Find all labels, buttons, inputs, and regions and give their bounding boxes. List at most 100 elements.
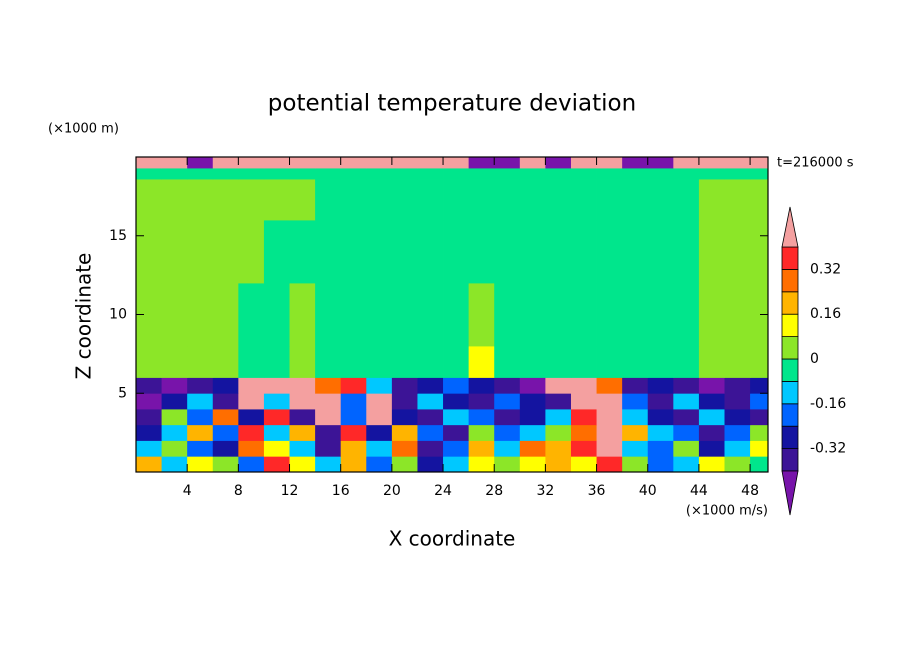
field-cell [750, 346, 768, 378]
field-cell [238, 456, 265, 472]
x-axis-label: X coordinate [389, 527, 516, 551]
field-cell [724, 409, 751, 426]
field-cell [519, 346, 546, 378]
field-cell [187, 456, 214, 472]
field-cell [673, 283, 700, 347]
field-cell [750, 220, 768, 284]
field-cell [545, 456, 572, 472]
field-cell [263, 409, 290, 426]
field-cell [570, 283, 597, 347]
field-cell [750, 179, 768, 221]
field-cell [263, 157, 290, 169]
field-cell [340, 168, 367, 180]
field-cell [443, 283, 470, 347]
field-cell [596, 377, 623, 394]
field-cell [289, 440, 316, 457]
field-cell [494, 220, 521, 284]
field-cell [443, 424, 470, 441]
field-cell [212, 456, 239, 472]
x-tick-label: 8 [234, 483, 243, 499]
field-cell [647, 283, 674, 347]
field-cell [136, 168, 162, 180]
field-cell [443, 440, 470, 457]
colorbar-box [781, 425, 799, 450]
field-cell [289, 157, 316, 169]
field-cell [187, 168, 214, 180]
field-cell [340, 440, 367, 457]
field-cell [468, 409, 495, 426]
field-cell [570, 456, 597, 472]
field-cell [443, 220, 470, 284]
field-cell [570, 168, 597, 180]
field-cell [289, 346, 316, 378]
field-cell [545, 283, 572, 347]
field-cell [596, 440, 623, 457]
field-cell [315, 409, 342, 426]
field-cell [443, 168, 470, 180]
field-cell [340, 283, 367, 347]
field-cell [136, 346, 162, 378]
field-cell [417, 393, 444, 410]
field-cell [724, 220, 751, 284]
field-cell [340, 409, 367, 426]
colorbar-label: -0.32 [810, 441, 846, 457]
field-cell [417, 424, 444, 441]
field-cell [289, 220, 316, 284]
field-cell [622, 377, 649, 394]
field-cell [263, 179, 290, 221]
field-cell [596, 179, 623, 221]
field-cell [161, 409, 188, 426]
field-cell [673, 440, 700, 457]
field-cell [289, 424, 316, 441]
field-cell [724, 440, 751, 457]
field-cell [212, 424, 239, 441]
field-cell [596, 346, 623, 378]
field-cell [622, 157, 649, 169]
colorbar-box [781, 268, 799, 293]
field-cell [545, 179, 572, 221]
field-cell [750, 440, 768, 457]
field-cell [289, 168, 316, 180]
field-cell [263, 424, 290, 441]
field-cell [545, 168, 572, 180]
field-cell [622, 456, 649, 472]
contour-field [136, 157, 768, 472]
field-cell [417, 440, 444, 457]
y-tick-label: 5 [118, 385, 127, 401]
field-cell [468, 220, 495, 284]
field-cell [315, 456, 342, 472]
field-cell [340, 456, 367, 472]
field-cell [417, 220, 444, 284]
field-cell [187, 377, 214, 394]
x-tick-label: 4 [183, 483, 192, 499]
field-cell [468, 283, 495, 347]
colorbar-box [781, 336, 799, 360]
field-cell [238, 179, 265, 221]
field-cell [289, 283, 316, 347]
field-cell [622, 440, 649, 457]
field-cell [238, 346, 265, 378]
field-cell [136, 424, 162, 441]
x-tick-label: 28 [485, 483, 503, 499]
field-cell [366, 283, 393, 347]
field-cell [161, 157, 188, 169]
field-cell [366, 377, 393, 394]
field-cell [391, 393, 418, 410]
colorbar-box [781, 291, 799, 315]
colorbar-box [781, 448, 799, 472]
field-cell [494, 179, 521, 221]
colorbar-box [781, 380, 799, 405]
field-cell [750, 424, 768, 441]
field-cell [238, 409, 265, 426]
field-cell [238, 157, 265, 169]
field-cell [366, 168, 393, 180]
field-cell [161, 424, 188, 441]
field-cell [622, 168, 649, 180]
field-cell [570, 179, 597, 221]
field-cell [724, 456, 751, 472]
field-cell [212, 393, 239, 410]
field-cell [468, 168, 495, 180]
field-cell [187, 220, 214, 284]
field-cell [596, 409, 623, 426]
field-cell [622, 409, 649, 426]
